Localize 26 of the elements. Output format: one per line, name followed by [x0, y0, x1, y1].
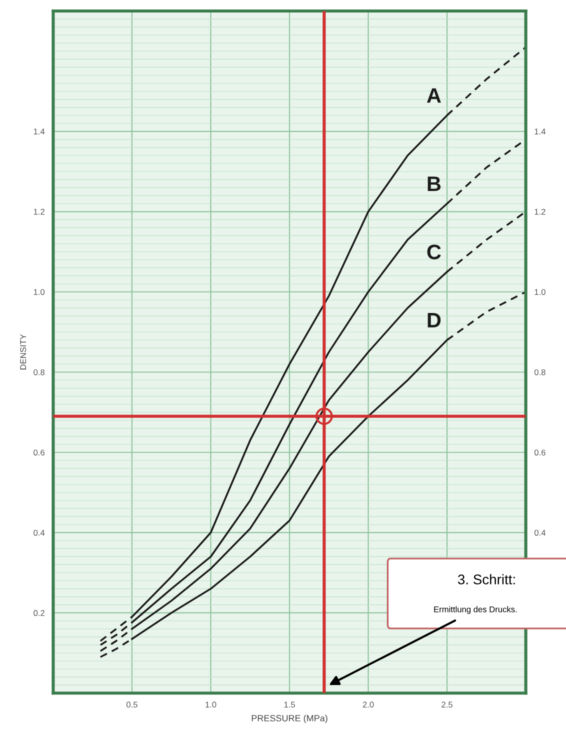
- series-label: A: [426, 88, 441, 103]
- y-tick-label: 0.8: [34, 369, 45, 376]
- y-tick-label: 0.2: [34, 610, 44, 616]
- y-tick-label: 1.4: [34, 128, 45, 134]
- y2-tick-label: 1.2: [534, 208, 546, 215]
- series-label: D: [428, 313, 441, 328]
- y-tick-label: 0.6: [34, 450, 45, 456]
- series-label: C: [427, 244, 441, 260]
- y-tick-label: 0.4: [34, 530, 45, 536]
- y2-tick-label: 1.0: [534, 289, 546, 295]
- annotation: Ermittlung des Drucks.: [434, 606, 517, 614]
- series-label: B: [428, 176, 441, 191]
- y-axis-title: DENSITY: [20, 334, 26, 370]
- y-tick-label: 1.0: [34, 289, 45, 295]
- x-tick-label: 2.0: [362, 702, 374, 708]
- y2-tick-label: 1.4: [534, 128, 546, 134]
- x-tick-label: 2.5: [442, 702, 452, 708]
- y2-tick-label: 0.6: [534, 450, 546, 456]
- x-tick-label: 0.5: [126, 702, 138, 708]
- y-tick-label: 1.2: [34, 208, 44, 215]
- y2-tick-label: 0.4: [534, 530, 546, 536]
- x-tick-label: 1.0: [206, 702, 216, 708]
- x-axis-title: PRESSURE (MPa): [252, 714, 328, 724]
- y2-tick-label: 0.8: [534, 369, 546, 376]
- annotation: 3. Schritt:: [458, 574, 515, 584]
- x-tick-label: 1.5: [284, 702, 295, 708]
